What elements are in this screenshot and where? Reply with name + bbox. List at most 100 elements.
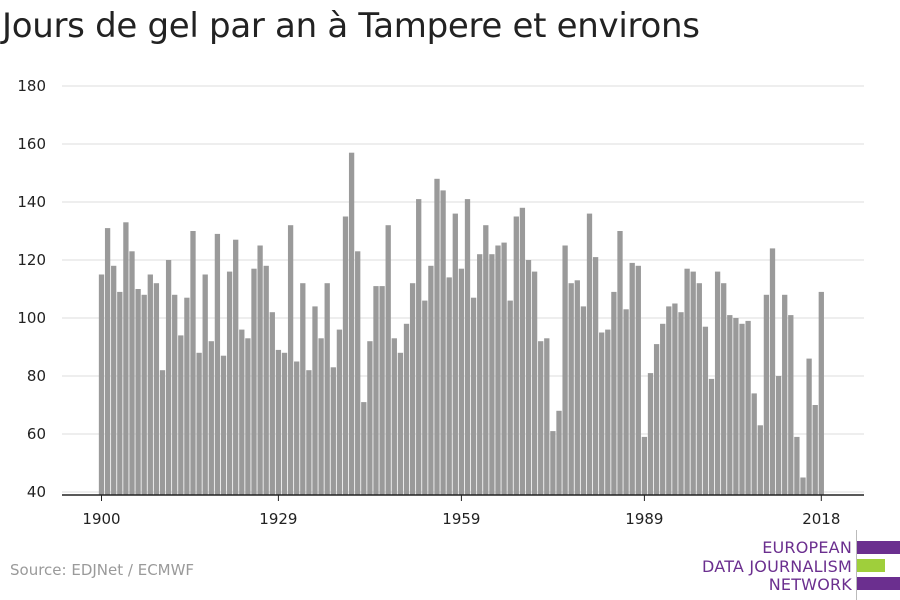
bar — [416, 199, 422, 495]
bar — [324, 283, 330, 495]
bar — [611, 291, 617, 495]
bar — [233, 239, 239, 495]
bar — [721, 283, 727, 495]
bar — [818, 291, 824, 495]
bar — [111, 265, 117, 495]
bar — [355, 251, 361, 495]
bar — [538, 341, 544, 495]
bar — [507, 300, 513, 495]
y-tick-label: 100 — [17, 309, 46, 327]
bar — [196, 352, 202, 495]
bar — [501, 242, 507, 495]
logo-line-3: NETWORK — [768, 575, 852, 594]
bar — [397, 352, 404, 495]
y-tick-label: 180 — [17, 77, 46, 95]
bar — [391, 338, 397, 495]
bar — [257, 245, 263, 495]
bar — [605, 329, 611, 495]
bar — [251, 268, 257, 495]
bar — [184, 297, 190, 495]
bar — [586, 213, 593, 495]
bar — [641, 436, 648, 495]
bar — [141, 294, 147, 495]
bar — [165, 260, 172, 495]
bar — [550, 431, 556, 495]
bar — [403, 323, 410, 495]
bar — [385, 225, 391, 495]
bar — [672, 303, 678, 495]
bar — [452, 213, 458, 495]
bar — [519, 207, 526, 496]
bar — [440, 190, 446, 495]
bar — [782, 294, 788, 495]
bar — [342, 216, 349, 495]
bar — [470, 297, 477, 495]
bar — [727, 315, 733, 495]
bar — [495, 245, 501, 495]
bar — [531, 271, 538, 495]
bar — [208, 341, 214, 495]
bar — [178, 335, 184, 495]
bar — [306, 370, 312, 495]
bar — [428, 265, 434, 495]
bar — [220, 355, 227, 495]
bar — [690, 271, 696, 495]
bar — [263, 265, 269, 495]
bar — [794, 436, 800, 495]
bar — [434, 178, 440, 496]
bar — [617, 231, 623, 495]
bar — [458, 268, 465, 495]
bar — [336, 329, 343, 495]
bar — [312, 306, 318, 495]
bar — [653, 344, 660, 495]
bar — [769, 248, 776, 495]
bar — [763, 294, 770, 495]
logo-bar-purple-top — [857, 541, 900, 554]
bar — [489, 254, 495, 495]
y-tick-label: 160 — [17, 135, 46, 153]
bar — [361, 402, 367, 495]
bar — [330, 367, 336, 495]
bar — [287, 225, 294, 495]
x-tick-label: 1959 — [442, 510, 480, 528]
bar — [568, 283, 574, 495]
bar — [226, 271, 233, 495]
bar — [98, 274, 105, 495]
bar — [202, 274, 208, 495]
bar — [745, 320, 751, 495]
bar — [214, 233, 221, 495]
bar — [635, 265, 641, 495]
x-tick-label: 2018 — [802, 510, 840, 528]
logo-line-2: DATA JOURNALISM — [702, 557, 852, 576]
bar — [751, 393, 757, 495]
bar — [239, 329, 245, 495]
y-tick-label: 80 — [27, 367, 46, 385]
bar — [300, 283, 306, 495]
logo-line-1: EUROPEAN — [762, 538, 852, 557]
logo-bar-green — [857, 559, 885, 572]
logo-divider — [856, 530, 857, 600]
bar — [281, 352, 288, 495]
bar — [135, 289, 141, 495]
source-note: Source: EDJNet / ECMWF — [10, 561, 195, 579]
bar — [562, 245, 568, 495]
bar — [379, 286, 385, 495]
bar — [812, 405, 818, 495]
bar — [556, 410, 562, 495]
bar — [147, 274, 153, 495]
logo-bar-purple-bottom — [857, 577, 900, 590]
bar — [580, 306, 587, 495]
x-tick-label: 1900 — [82, 510, 120, 528]
bar — [696, 283, 702, 495]
bar — [775, 376, 782, 495]
bar — [446, 277, 452, 495]
chart-title: Jours de gel par an à Tampere et environ… — [2, 6, 700, 46]
bar — [422, 300, 428, 495]
bar — [708, 378, 715, 495]
bar — [678, 312, 684, 495]
bar — [666, 306, 672, 495]
bar — [245, 338, 251, 495]
bar — [269, 312, 275, 495]
bar — [806, 358, 812, 495]
bar — [367, 341, 373, 495]
